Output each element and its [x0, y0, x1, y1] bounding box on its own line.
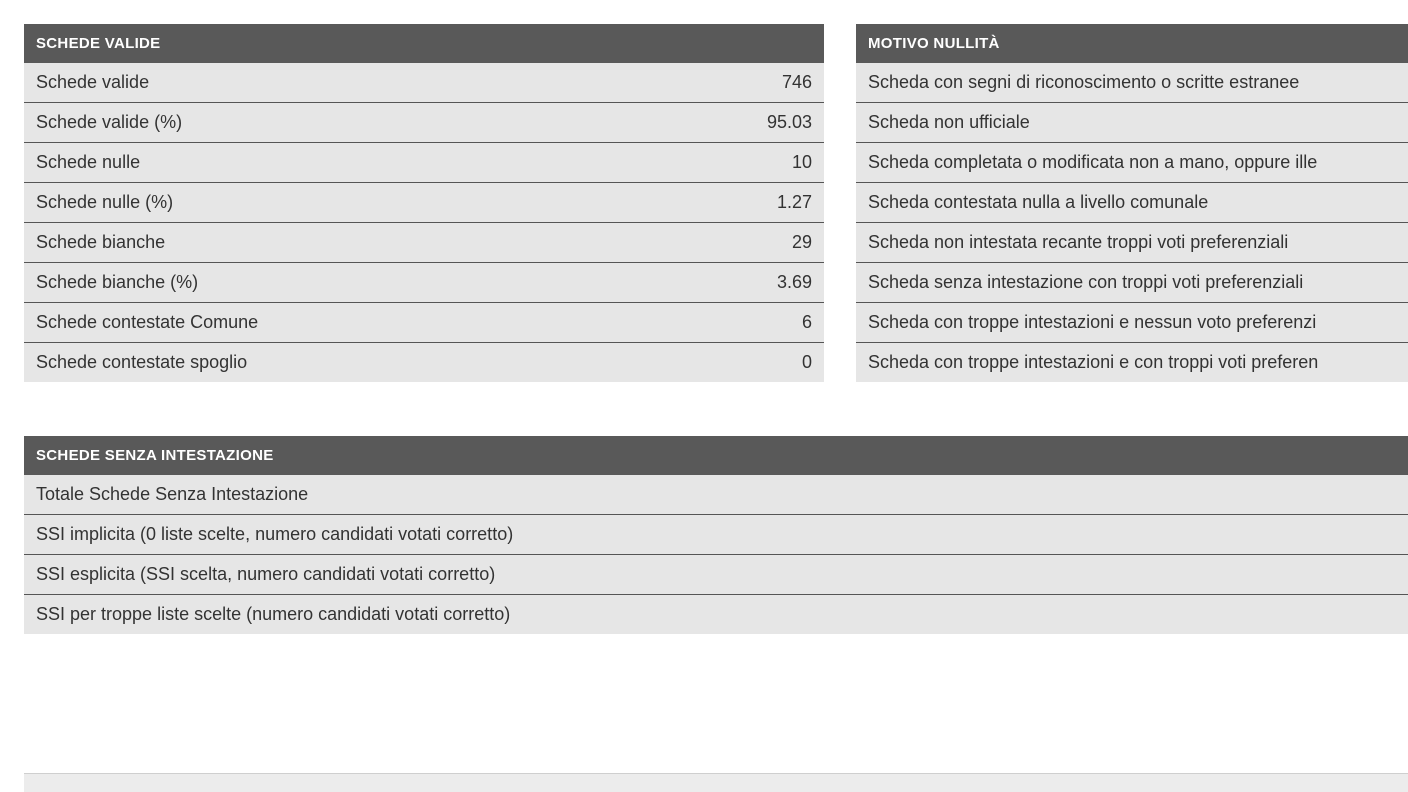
table-row: Schede valide (%) 95.03 — [24, 103, 824, 143]
table-row: Schede contestate Comune 6 — [24, 303, 824, 343]
table-row: Schede bianche (%) 3.69 — [24, 263, 824, 303]
table-row: Scheda senza intestazione con troppi vot… — [856, 263, 1408, 303]
row-label: Schede nulle — [36, 152, 140, 173]
row-label: Scheda contestata nulla a livello comuna… — [868, 192, 1208, 213]
row-value: 10 — [792, 152, 812, 173]
row-label: Scheda senza intestazione con troppi vot… — [868, 272, 1303, 293]
motivo-nullita-header: MOTIVO NULLITÀ — [856, 24, 1408, 63]
schede-senza-intestazione-table: SCHEDE SENZA INTESTAZIONE Totale Schede … — [24, 436, 1408, 634]
row-label: SSI per troppe liste scelte (numero cand… — [36, 604, 510, 625]
row-label: Schede valide (%) — [36, 112, 182, 133]
row-label: Scheda con troppe intestazioni e nessun … — [868, 312, 1316, 333]
table-row: Schede contestate spoglio 0 — [24, 343, 824, 382]
bottom-block: SCHEDE SENZA INTESTAZIONE Totale Schede … — [24, 436, 1408, 634]
row-label: Scheda con troppe intestazioni e con tro… — [868, 352, 1318, 373]
table-row: Schede nulle (%) 1.27 — [24, 183, 824, 223]
row-label: Scheda non intestata recante troppi voti… — [868, 232, 1288, 253]
row-label: Schede nulle (%) — [36, 192, 173, 213]
row-label: Scheda con segni di riconoscimento o scr… — [868, 72, 1299, 93]
row-value: 6 — [802, 312, 812, 333]
table-row: Scheda con troppe intestazioni e con tro… — [856, 343, 1408, 382]
row-label: Totale Schede Senza Intestazione — [36, 484, 308, 505]
page: SCHEDE VALIDE Schede valide 746 Schede v… — [0, 0, 1408, 634]
table-row: Scheda contestata nulla a livello comuna… — [856, 183, 1408, 223]
table-row: Schede nulle 10 — [24, 143, 824, 183]
row-label: SSI esplicita (SSI scelta, numero candid… — [36, 564, 495, 585]
table-row: Scheda con troppe intestazioni e nessun … — [856, 303, 1408, 343]
table-row: Schede bianche 29 — [24, 223, 824, 263]
table-row: Schede valide 746 — [24, 63, 824, 103]
table-row: SSI per troppe liste scelte (numero cand… — [24, 595, 1408, 634]
row-value: 1.27 — [777, 192, 812, 213]
table-row: Scheda completata o modificata non a man… — [856, 143, 1408, 183]
footer-bar — [24, 773, 1408, 792]
row-value: 29 — [792, 232, 812, 253]
row-label: Schede contestate spoglio — [36, 352, 247, 373]
row-label: Scheda completata o modificata non a man… — [868, 152, 1317, 173]
schede-valide-table: SCHEDE VALIDE Schede valide 746 Schede v… — [24, 24, 824, 382]
row-label: Schede bianche (%) — [36, 272, 198, 293]
table-row: Scheda con segni di riconoscimento o scr… — [856, 63, 1408, 103]
row-label: Schede valide — [36, 72, 149, 93]
row-value: 746 — [782, 72, 812, 93]
row-value: 3.69 — [777, 272, 812, 293]
table-row: Scheda non ufficiale — [856, 103, 1408, 143]
row-label: Schede bianche — [36, 232, 165, 253]
top-row: SCHEDE VALIDE Schede valide 746 Schede v… — [24, 24, 1408, 382]
schede-senza-intestazione-header: SCHEDE SENZA INTESTAZIONE — [24, 436, 1408, 475]
schede-valide-header: SCHEDE VALIDE — [24, 24, 824, 63]
row-label: SSI implicita (0 liste scelte, numero ca… — [36, 524, 513, 545]
row-label: Schede contestate Comune — [36, 312, 258, 333]
table-row: Scheda non intestata recante troppi voti… — [856, 223, 1408, 263]
table-row: SSI esplicita (SSI scelta, numero candid… — [24, 555, 1408, 595]
row-label: Scheda non ufficiale — [868, 112, 1030, 133]
table-row: SSI implicita (0 liste scelte, numero ca… — [24, 515, 1408, 555]
row-value: 95.03 — [767, 112, 812, 133]
motivo-nullita-table: MOTIVO NULLITÀ Scheda con segni di ricon… — [856, 24, 1408, 382]
table-row: Totale Schede Senza Intestazione — [24, 475, 1408, 515]
row-value: 0 — [802, 352, 812, 373]
